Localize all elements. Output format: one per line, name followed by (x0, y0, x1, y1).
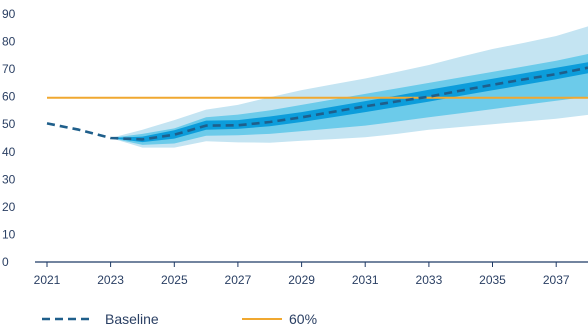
y-tick-label: 20 (2, 200, 16, 214)
x-tick-label: 2037 (543, 273, 570, 287)
x-tick-label: 2031 (352, 273, 379, 287)
series-lines (46, 66, 588, 141)
y-tick-label: 10 (2, 227, 16, 241)
y-tick-label: 70 (2, 62, 16, 76)
y-tick-label: 30 (2, 172, 16, 186)
axes: 0 10 20 30 40 50 60 70 80 90 2021 2023 2025 2027 2029 2… (2, 7, 588, 287)
legend-label-60pct: 60% (289, 311, 317, 327)
y-tick-label: 0 (2, 255, 9, 269)
x-tick-label: 2021 (34, 273, 61, 287)
band-inner (110, 62, 588, 143)
y-tick-label: 80 (2, 35, 16, 49)
y-tick-label: 40 (2, 145, 16, 159)
y-tick-label: 50 (2, 117, 16, 131)
x-tick-label: 2025 (161, 273, 188, 287)
x-tick-label: 2033 (416, 273, 443, 287)
confidence-bands (110, 26, 588, 148)
legend-label-baseline: Baseline (105, 311, 159, 327)
x-tick-label: 2029 (288, 273, 315, 287)
legend: Baseline 60% (42, 311, 317, 327)
x-tick-label: 2035 (479, 273, 506, 287)
series-line-baseline (46, 66, 588, 141)
x-tick-label: 2023 (97, 273, 124, 287)
x-tick-label: 2027 (225, 273, 252, 287)
y-tick-label: 60 (2, 90, 16, 104)
y-tick-label: 90 (2, 7, 16, 21)
